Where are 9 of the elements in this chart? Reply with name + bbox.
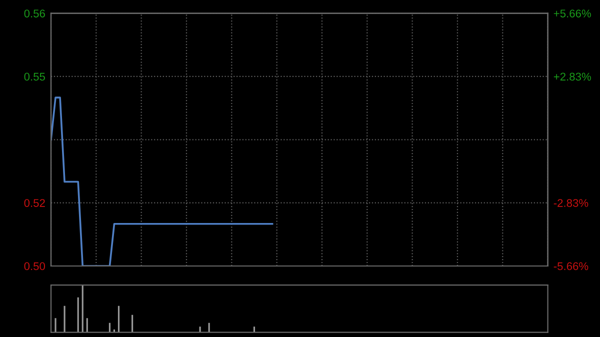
y-tick-label: 0.50 — [24, 262, 46, 270]
y2-tick-label: -5.66% — [554, 262, 588, 270]
y-tick-label: 0.55 — [24, 72, 45, 81]
y2-tick-label: +5.66% — [554, 10, 591, 18]
y-tick-label: 0.52 — [24, 199, 45, 207]
y-tick-label: 0.56 — [24, 10, 45, 18]
y2-tick-label: +2.83% — [554, 72, 591, 81]
line-series — [51, 96, 274, 266]
y2-tick-label: -2.83% — [554, 199, 588, 207]
